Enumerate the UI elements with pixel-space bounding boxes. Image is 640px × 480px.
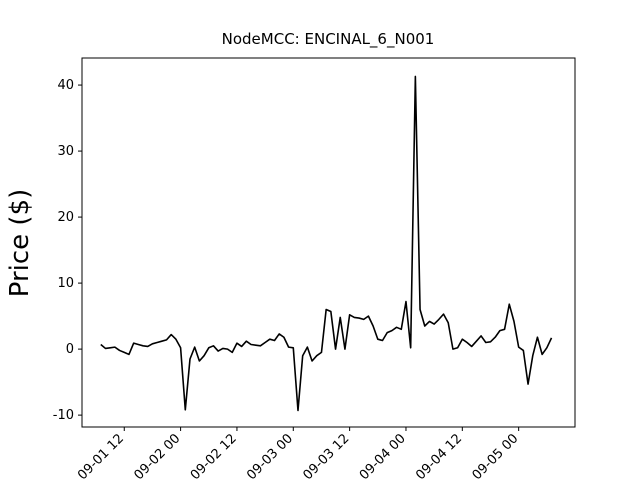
x-tick-label: 09-03 00	[244, 431, 296, 480]
y-tick-label: 20	[57, 210, 74, 225]
price-line	[100, 75, 553, 412]
y-tick-label: 30	[57, 144, 74, 159]
x-tick-label: 09-02 00	[131, 431, 183, 480]
x-tick-label: 09-02 12	[188, 431, 240, 480]
y-tick-label: -10	[53, 408, 74, 423]
y-tick-label: 40	[57, 78, 74, 93]
plot-frame	[81, 57, 576, 428]
x-tick-label: 09-04 12	[413, 431, 465, 480]
chart-title: NodeMCC: ENCINAL_6_N001	[222, 30, 435, 49]
x-tick-label: 09-03 12	[301, 431, 353, 480]
y-tick-label: 0	[66, 342, 74, 357]
x-tick-label: 09-04 00	[357, 431, 409, 480]
x-tick-label: 09-05 00	[470, 431, 522, 480]
x-tick-label: 09-01 12	[75, 431, 127, 480]
y-tick-label: 10	[57, 276, 74, 291]
y-axis-label: Price ($)	[5, 189, 35, 298]
